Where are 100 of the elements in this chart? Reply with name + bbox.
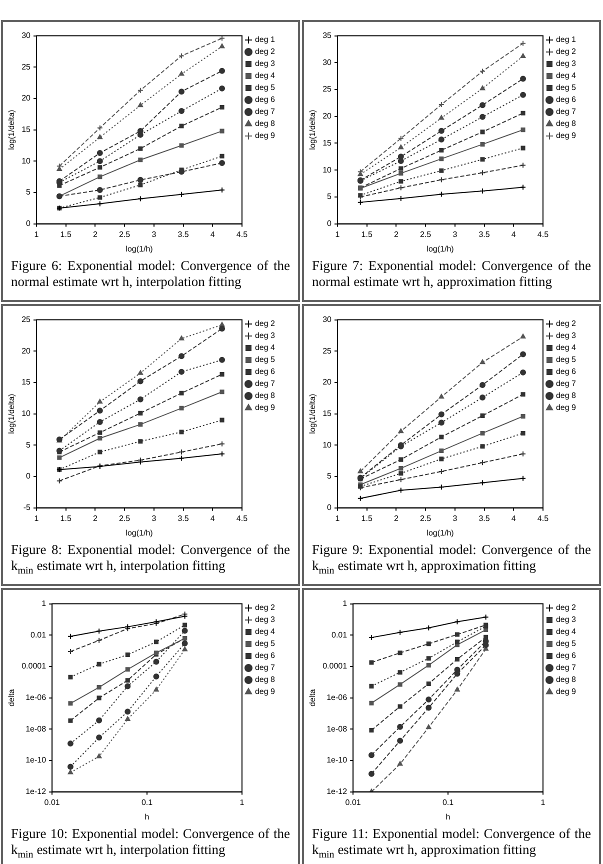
y-tick-label: 10 [322, 165, 332, 174]
caption: Figure 8: Exponential model: Convergence of the k$_{min}$ estimate wrt h, interpolation fitting [10, 541, 291, 577]
y-tick-label: 20 [322, 112, 332, 121]
y-tick-label: 30 [322, 315, 332, 324]
caption: Figure 9: Exponential model: Convergence of the k$_{min}$ estimate wrt h, approximation fitting [311, 541, 592, 577]
x-tick-label: 3 [452, 514, 458, 523]
y-tick-label: -5 [23, 503, 32, 512]
x-tick-label: 3.5 [478, 514, 490, 523]
x-tick-label: 3.5 [178, 514, 190, 523]
x-tick-label: 1.5 [361, 230, 373, 239]
y-tick-label: 0 [26, 219, 32, 228]
legend-label: deg 8 [556, 391, 577, 400]
x-tick-label: 1.5 [60, 230, 72, 239]
y-tick-label: 30 [22, 31, 32, 40]
legend-label: deg 8 [556, 119, 577, 128]
legend-label: deg 5 [254, 355, 276, 364]
x-tick-label: 2 [394, 514, 399, 523]
x-axis-title: h [446, 812, 450, 822]
legend-label: deg 3 [556, 331, 577, 340]
legend-label: deg 5 [556, 83, 577, 92]
y-axis-title: log(1/delta) [7, 109, 16, 150]
legend-label: deg 4 [556, 627, 577, 636]
y-tick-label: 0.0001 [322, 662, 348, 671]
y-tick-label: 1e-06 [326, 693, 348, 702]
x-tick-label: 1 [540, 798, 546, 807]
y-tick-label: 25 [322, 346, 332, 356]
y-tick-label: 0 [327, 503, 332, 512]
y-tick-label: 10 [22, 409, 32, 418]
y-tick-label: 20 [322, 378, 332, 387]
caption: Figure 10: Exponential model: Convergence of the k$_{min}$ estimate wrt h, interpolation fitting [10, 825, 291, 861]
legend-label: deg 2 [556, 603, 577, 612]
y-tick-label: 1 [42, 599, 47, 608]
x-tick-label: 4 [511, 230, 516, 239]
legend-label: deg 9 [254, 131, 276, 140]
x-tick-label: 2 [92, 514, 98, 523]
x-tick-label: 2 [92, 230, 98, 239]
legend-label: deg 4 [556, 71, 577, 80]
x-axis-title: log(1/h) [426, 528, 454, 538]
legend-label: deg 3 [254, 59, 276, 68]
x-tick-label: 0.1 [442, 798, 454, 807]
legend-label: deg 5 [254, 83, 276, 92]
y-tick-label: 1e-12 [26, 787, 47, 796]
y-tick-label: 25 [22, 315, 32, 324]
legend-label: deg 7 [254, 107, 276, 116]
x-tick-label: 1.5 [361, 514, 373, 523]
legend-label: deg 4 [254, 343, 276, 352]
legend-label: deg 2 [556, 319, 577, 328]
x-axis-title: log(1/h) [126, 528, 154, 538]
y-tick-label: 15 [322, 138, 332, 148]
legend-label: deg 8 [254, 391, 276, 400]
caption: Figure 11: Exponential model: Convergence of the k$_{min}$ estimate wrt h, approximation fitting [311, 825, 592, 861]
legend-label: deg 6 [254, 95, 276, 104]
x-tick-label: 3 [452, 230, 458, 239]
legend-label: deg 4 [556, 343, 577, 352]
legend-label: deg 3 [254, 615, 276, 624]
legend-label: deg 9 [254, 403, 276, 412]
x-tick-label: 4 [511, 514, 516, 523]
legend-label: deg 5 [254, 639, 276, 648]
legend-label: deg 9 [556, 403, 577, 412]
y-tick-label: 10 [322, 440, 332, 450]
y-tick-label: 0 [327, 219, 332, 228]
x-tick-label: 2.5 [119, 514, 131, 523]
x-tick-label: 3 [152, 230, 157, 239]
y-tick-label: 1e-10 [26, 756, 47, 765]
x-tick-label: 0.01 [345, 798, 362, 807]
legend-label: deg 8 [556, 675, 577, 684]
y-tick-label: 1e-10 [326, 756, 348, 765]
y-axis-title: log(1/delta) [308, 393, 318, 434]
legend-label: deg 3 [556, 59, 577, 68]
y-tick-label: 10 [22, 156, 32, 166]
legend-label: deg 7 [556, 379, 577, 388]
y-tick-label: 25 [22, 62, 32, 72]
x-tick-label: 3.5 [478, 230, 490, 239]
y-tick-label: 20 [22, 346, 32, 356]
x-tick-label: 4 [210, 514, 216, 523]
y-axis-title: log(1/delta) [308, 109, 318, 150]
legend-label: deg 2 [254, 47, 276, 56]
legend-label: deg 4 [254, 627, 276, 636]
y-tick-label: 1e-06 [26, 693, 47, 702]
y-tick-label: 0.0001 [22, 662, 47, 671]
legend-label: deg 9 [254, 687, 276, 696]
legend-label: deg 8 [254, 119, 276, 128]
legend-label: deg 8 [254, 675, 276, 684]
y-tick-label: 1e-12 [326, 787, 348, 796]
y-axis-title: delta [308, 688, 318, 706]
legend-label: deg 1 [556, 35, 577, 44]
y-tick-label: 5 [26, 440, 32, 450]
y-tick-label: 35 [322, 31, 332, 40]
legend-label: deg 5 [556, 355, 577, 364]
y-tick-label: 20 [22, 94, 32, 103]
y-axis-title: delta [7, 688, 16, 706]
y-tick-label: 15 [22, 125, 32, 134]
legend-label: deg 2 [556, 47, 577, 56]
x-tick-label: 4.5 [236, 514, 248, 523]
x-tick-label: 2 [394, 230, 399, 239]
y-tick-label: 1 [342, 599, 348, 608]
legend-label: deg 3 [254, 331, 276, 340]
x-tick-label: 2.5 [119, 230, 131, 239]
x-tick-label: 1 [240, 798, 245, 807]
y-tick-label: 30 [322, 58, 332, 67]
